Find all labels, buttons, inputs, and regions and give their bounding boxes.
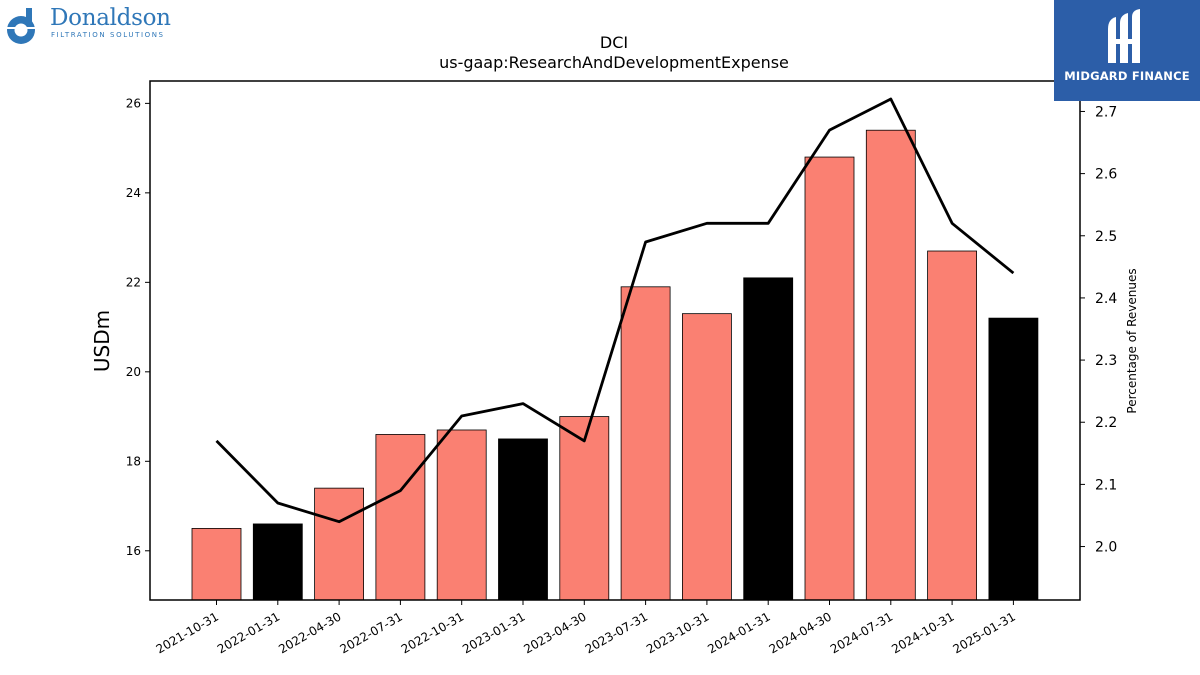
donaldson-mark-icon (7, 8, 35, 44)
midgard-mark-icon (1108, 9, 1140, 63)
bars-layer (191, 129, 1039, 601)
y-right-tick-label-2.5: 2.5 (1095, 229, 1117, 245)
bar-2024-04-30 (804, 156, 855, 601)
y-tick-label-22: 22 (126, 275, 141, 289)
bar-2022-01-31 (252, 523, 303, 601)
y-right-tick-label-2.6: 2.6 (1095, 167, 1117, 183)
bar-2023-10-31 (682, 313, 732, 601)
series-line-percentage-of-revenues (215, 97, 1015, 524)
bar-2025-01-31 (988, 317, 1039, 601)
y-right-tick-label-2.1: 2.1 (1095, 477, 1117, 493)
y-right-tick-label-2.2: 2.2 (1095, 415, 1117, 431)
bar-2022-10-31 (436, 429, 487, 601)
x-tick-label-2022-10-31: 2022-10-31 (399, 609, 466, 656)
x-tick-label-2021-10-31: 2021-10-31 (154, 609, 221, 656)
y-axis-right-label: Percentage of Revenues (1125, 268, 1139, 413)
x-tick-label-2023-01-31: 2023-01-31 (460, 609, 527, 656)
x-tick-label-2024-07-31: 2024-07-31 (828, 609, 895, 656)
x-tick-label-2023-04-30: 2023-04-30 (521, 609, 588, 656)
x-tick-label-2022-07-31: 2022-07-31 (337, 609, 404, 656)
bar-2022-04-30 (314, 487, 365, 601)
y-axis-label: USDm (90, 310, 114, 372)
y-right-tick-label-2.7: 2.7 (1095, 104, 1117, 120)
bar-2022-07-31 (375, 434, 426, 601)
donaldson-tagline: FILTRATION SOLUTIONS (51, 31, 165, 39)
x-tick-label-2023-07-31: 2023-07-31 (583, 609, 650, 656)
x-tick-label-2025-01-31: 2025-01-31 (950, 609, 1017, 656)
y-tick-label-18: 18 (126, 454, 141, 468)
donaldson-logo: Donaldson FILTRATION SOLUTIONS (4, 4, 204, 48)
plot-frame (149, 80, 1081, 601)
chart-title: DCI (600, 33, 628, 52)
x-tick-label-2024-01-31: 2024-01-31 (705, 609, 772, 656)
y-right-tick-label-2.3: 2.3 (1095, 353, 1117, 369)
bar-2021-10-31 (191, 528, 242, 601)
y-tick-label-20: 20 (126, 365, 141, 379)
bar-2023-07-31 (620, 286, 671, 601)
donaldson-name: Donaldson (50, 5, 171, 31)
x-tick-label-2023-10-31: 2023-10-31 (644, 609, 711, 656)
y-tick-label-26: 26 (126, 96, 141, 110)
bar-2024-10-31 (927, 250, 977, 601)
line-layer (215, 97, 1015, 524)
y-tick-label-24: 24 (126, 186, 141, 200)
x-tick-label-2024-04-30: 2024-04-30 (767, 609, 834, 656)
y-right-tick-label-2: 2.0 (1095, 540, 1117, 556)
bar-2024-01-31 (743, 277, 794, 601)
bar-2024-07-31 (865, 129, 916, 601)
x-tick-label-2022-01-31: 2022-01-31 (215, 609, 282, 656)
midgard-finance-name: MIDGARD FINANCE (1064, 69, 1190, 83)
bar-2023-04-30 (559, 416, 610, 601)
y-tick-label-16: 16 (126, 544, 141, 558)
midgard-finance-logo: MIDGARD FINANCE (1054, 0, 1200, 101)
chart-subtitle: us-gaap:ResearchAndDevelopmentExpense (439, 53, 789, 72)
y-right-tick-label-2.4: 2.4 (1095, 291, 1117, 307)
bar-2023-01-31 (498, 438, 548, 601)
x-tick-label-2024-10-31: 2024-10-31 (889, 609, 956, 656)
x-tick-label-2022-04-30: 2022-04-30 (276, 609, 343, 656)
